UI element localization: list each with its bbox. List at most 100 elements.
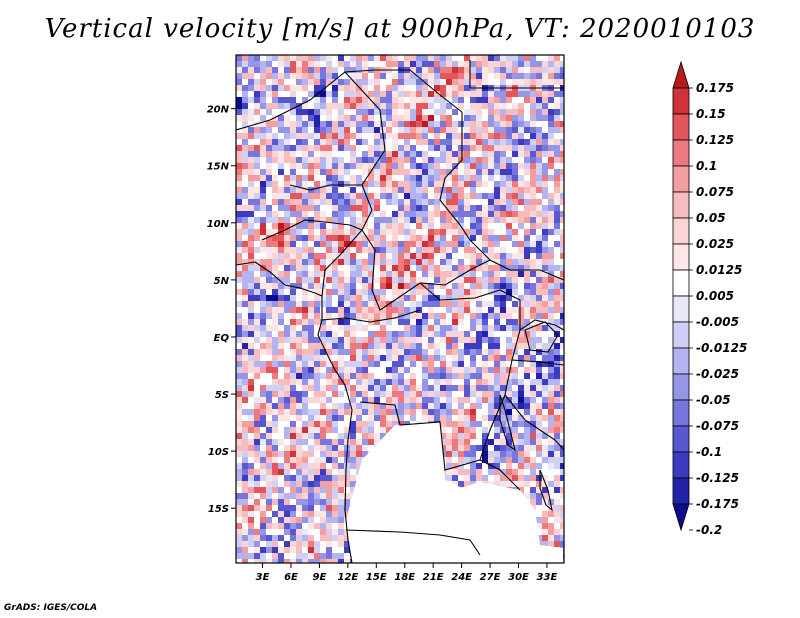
field-cell <box>374 247 380 253</box>
field-cell <box>518 337 524 343</box>
field-cell <box>470 415 476 421</box>
field-cell <box>362 385 368 391</box>
colorbar-segment <box>672 295 690 323</box>
field-cell <box>530 409 536 415</box>
field-cell <box>518 271 524 277</box>
field-cell <box>524 139 530 145</box>
field-cell <box>494 199 500 205</box>
field-cell <box>338 265 344 271</box>
field-cell <box>554 121 560 127</box>
field-cell <box>326 115 332 121</box>
field-cell <box>284 475 290 481</box>
field-cell <box>524 439 530 445</box>
field-cell <box>536 55 542 61</box>
field-cell <box>308 367 314 373</box>
field-cell <box>314 79 320 85</box>
field-cell <box>308 79 314 85</box>
field-cell <box>464 445 470 451</box>
field-cell <box>542 241 548 247</box>
field-cell <box>488 307 494 313</box>
field-cell <box>452 379 458 385</box>
field-cell <box>494 97 500 103</box>
field-cell <box>536 169 542 175</box>
field-cell <box>248 271 254 277</box>
field-cell <box>470 61 476 67</box>
field-cell <box>416 133 422 139</box>
field-cell <box>500 229 506 235</box>
field-cell <box>500 127 506 133</box>
field-cell <box>248 397 254 403</box>
field-cell <box>260 115 266 121</box>
field-cell <box>332 295 338 301</box>
field-cell <box>308 85 314 91</box>
field-cell <box>434 343 440 349</box>
field-cell <box>272 391 278 397</box>
field-cell <box>524 283 530 289</box>
field-cell <box>464 205 470 211</box>
field-cell <box>374 127 380 133</box>
field-cell <box>296 91 302 97</box>
field-cell <box>410 277 416 283</box>
field-cell <box>386 61 392 67</box>
field-cell <box>524 475 530 481</box>
field-cell <box>350 229 356 235</box>
field-cell <box>494 79 500 85</box>
field-cell <box>344 187 350 193</box>
field-cell <box>236 67 242 73</box>
field-cell <box>320 187 326 193</box>
field-cell <box>320 541 326 547</box>
field-cell <box>350 403 356 409</box>
colorbar-label: 0.025 <box>696 237 734 251</box>
field-cell <box>500 265 506 271</box>
field-cell <box>500 97 506 103</box>
border-angola-namibia <box>345 529 481 556</box>
field-cell <box>458 445 464 451</box>
field-cell <box>320 115 326 121</box>
field-cell <box>476 217 482 223</box>
field-cell <box>278 493 284 499</box>
field-cell <box>386 187 392 193</box>
field-cell <box>236 55 242 61</box>
field-cell <box>530 349 536 355</box>
field-cell <box>392 97 398 103</box>
field-cell <box>536 103 542 109</box>
field-cell <box>470 151 476 157</box>
field-cell <box>242 145 248 151</box>
field-cell <box>548 511 554 517</box>
field-cell <box>290 547 296 553</box>
field-cell <box>476 355 482 361</box>
field-cell <box>332 349 338 355</box>
field-cell <box>326 493 332 499</box>
field-cell <box>554 349 560 355</box>
field-cell <box>404 97 410 103</box>
field-cell <box>404 415 410 421</box>
field-cell <box>380 139 386 145</box>
field-cell <box>536 199 542 205</box>
field-cell <box>410 175 416 181</box>
field-cell <box>428 229 434 235</box>
field-cell <box>266 367 272 373</box>
field-cell <box>338 307 344 313</box>
colorbar-segment <box>672 191 690 219</box>
field-cell <box>488 385 494 391</box>
field-cell <box>458 397 464 403</box>
field-cell <box>308 295 314 301</box>
field-cell <box>320 481 326 487</box>
field-cell <box>356 187 362 193</box>
field-cell <box>560 337 564 343</box>
field-cell <box>488 205 494 211</box>
field-cell <box>536 325 542 331</box>
field-cell <box>560 469 564 475</box>
field-cell <box>518 379 524 385</box>
field-cell <box>548 403 554 409</box>
field-cell <box>338 199 344 205</box>
field-cell <box>536 121 542 127</box>
field-cell <box>368 367 374 373</box>
field-cell <box>428 271 434 277</box>
field-cell <box>446 73 452 79</box>
field-cell <box>368 157 374 163</box>
field-cell <box>512 343 518 349</box>
field-cell <box>464 133 470 139</box>
field-cell <box>374 349 380 355</box>
field-cell <box>452 193 458 199</box>
